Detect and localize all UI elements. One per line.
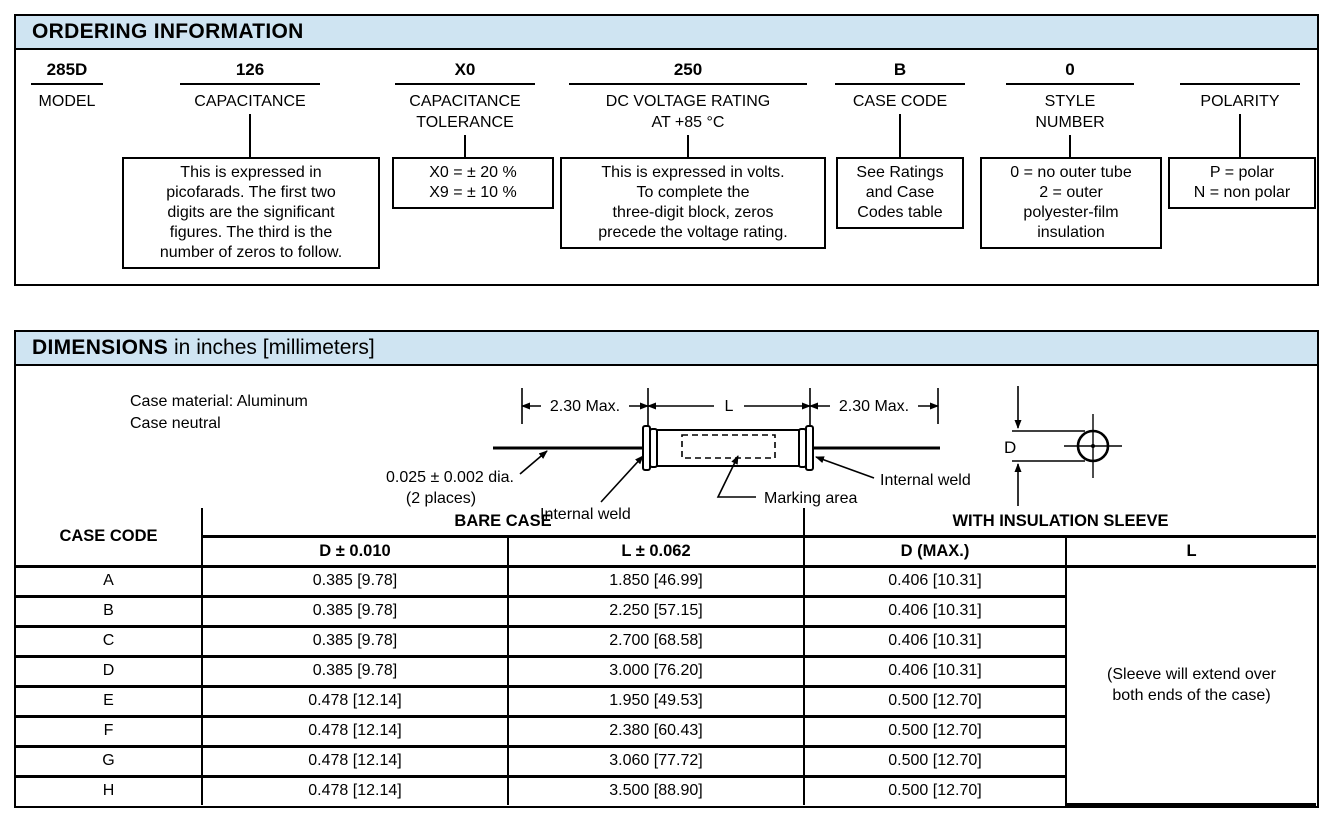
note-case: See Ratings and Case Codes table: [836, 157, 964, 229]
connector-line-style: [1069, 135, 1071, 157]
capacitor-body: [642, 425, 814, 471]
table-group-header-row: CASE CODE BARE CASE WITH INSULATION SLEE…: [16, 507, 1316, 568]
internal-weld-right-leader: [815, 456, 875, 479]
dimensions-section: DIMENSIONS in inches [millimeters] Case …: [14, 330, 1319, 808]
connector-line-tolerance: [464, 135, 466, 157]
table-row: E 0.478 [12.14] 1.950 [49.53] 0.500 [12.…: [16, 684, 1316, 718]
case-material-note: Case material: Aluminum: [130, 393, 308, 410]
case-code-table: CASE CODE BARE CASE WITH INSULATION SLEE…: [16, 507, 1316, 807]
marking-area-leader: [716, 455, 756, 498]
table-row: F 0.478 [12.14] 2.380 [60.43] 0.500 [12.…: [16, 714, 1316, 748]
lead-dia-places-label: (2 places): [406, 490, 476, 507]
order-label-voltage: DC VOLTAGE RATING AT +85 °C: [605, 93, 771, 131]
internal-weld-right-label: Internal weld: [880, 472, 971, 489]
dimensions-diagram-area: Case material: Aluminum Case neutral: [16, 366, 1317, 530]
ordering-information-title: ORDERING INFORMATION: [32, 20, 304, 43]
table-row: B 0.385 [9.78] 2.250 [57.15] 0.406 [10.3…: [16, 594, 1316, 628]
ordering-tree: 285D MODEL 126 CAPACITANCE This is expre…: [16, 50, 1317, 284]
d-dimension-label: D: [1004, 438, 1016, 457]
table-subheader-row: D ± 0.010 L ± 0.062 D (MAX.) L: [16, 535, 1316, 568]
lead-dia-label: 0.025 ± 0.002 dia.: [386, 469, 514, 486]
order-label-capacitance: CAPACITANCE: [194, 93, 306, 110]
lead-dia-leader: [519, 450, 548, 475]
internal-weld-left-leader: [600, 455, 644, 503]
connector-line-polarity: [1239, 114, 1241, 157]
insulation-sleeve-group-header: WITH INSULATION SLEEVE: [803, 507, 1316, 538]
dimensions-title-units: in inches [millimeters]: [174, 336, 375, 359]
table-row: G 0.478 [12.14] 3.060 [77.72] 0.500 [12.…: [16, 744, 1316, 778]
order-code-voltage: 250: [569, 60, 807, 85]
dim-center-label-bg: [714, 396, 744, 415]
order-code-tolerance: X0: [395, 60, 535, 85]
connector-line-voltage: [687, 135, 689, 157]
dim-center-label: L: [725, 398, 734, 415]
dim-left-label: 2.30 Max.: [550, 398, 620, 415]
note-tolerance: X0 = ± 20 % X9 = ± 10 %: [392, 157, 554, 209]
table-row: A 0.385 [9.78] 1.850 [46.99] 0.406 [10.3…: [16, 564, 1316, 806]
dimensions-title: DIMENSIONS: [32, 336, 169, 359]
bare-case-group-header: BARE CASE: [201, 507, 805, 538]
table-row: H 0.478 [12.14] 3.500 [88.90] 0.500 [12.…: [16, 774, 1316, 805]
connector-line-case: [899, 114, 901, 157]
d-sleeve-column-header: D (MAX.): [803, 535, 1067, 568]
l-sleeve-column-header: L: [1065, 535, 1316, 568]
order-label-polarity: POLARITY: [1200, 93, 1280, 110]
note-style: 0 = no outer tube 2 = outer polyester-fi…: [980, 157, 1162, 249]
order-code-case: B: [835, 60, 965, 85]
note-voltage: This is expressed in volts. To complete …: [560, 157, 826, 249]
connector-line-capacitance: [249, 114, 251, 157]
order-label-model: MODEL: [38, 93, 96, 110]
marking-area-label: Marking area: [764, 490, 857, 507]
dim-left-label-bg: [541, 396, 629, 415]
order-label-tolerance: CAPACITANCE TOLERANCE: [409, 93, 521, 131]
dim-right-label: 2.30 Max.: [839, 398, 909, 415]
note-capacitance: This is expressed in picofarads. The fir…: [122, 157, 380, 269]
l-bare-column-header: L ± 0.062: [507, 535, 805, 568]
note-polarity: P = polar N = non polar: [1168, 157, 1316, 209]
dimensions-header: DIMENSIONS in inches [millimeters]: [16, 332, 1317, 366]
ordering-information-header: ORDERING INFORMATION: [16, 16, 1317, 50]
dim-right-label-bg: [830, 396, 918, 415]
order-code-style: 0: [1006, 60, 1134, 85]
ordering-information-section: ORDERING INFORMATION 285D MODEL 126 CAPA…: [14, 14, 1319, 286]
order-label-case: CASE CODE: [852, 93, 948, 110]
order-code-polarity: [1180, 60, 1300, 85]
capacitor-outline-drawing: Case material: Aluminum Case neutral: [130, 386, 1122, 523]
table-row: C 0.385 [9.78] 2.700 [68.58] 0.406 [10.3…: [16, 624, 1316, 658]
d-bare-column-header: D ± 0.010: [202, 535, 509, 568]
sleeve-note-cell: (Sleeve will extend over both ends of th…: [1065, 564, 1316, 806]
end-view: [1012, 386, 1122, 506]
marking-area-outline: [681, 434, 776, 459]
order-code-capacitance: 126: [180, 60, 320, 85]
order-label-style: STYLE NUMBER: [1035, 93, 1105, 131]
order-code-model: 285D: [31, 60, 103, 85]
table-row: D 0.385 [9.78] 3.000 [76.20] 0.406 [10.3…: [16, 654, 1316, 688]
case-neutral-note: Case neutral: [130, 415, 221, 432]
case-code-column-header: CASE CODE: [16, 507, 203, 568]
